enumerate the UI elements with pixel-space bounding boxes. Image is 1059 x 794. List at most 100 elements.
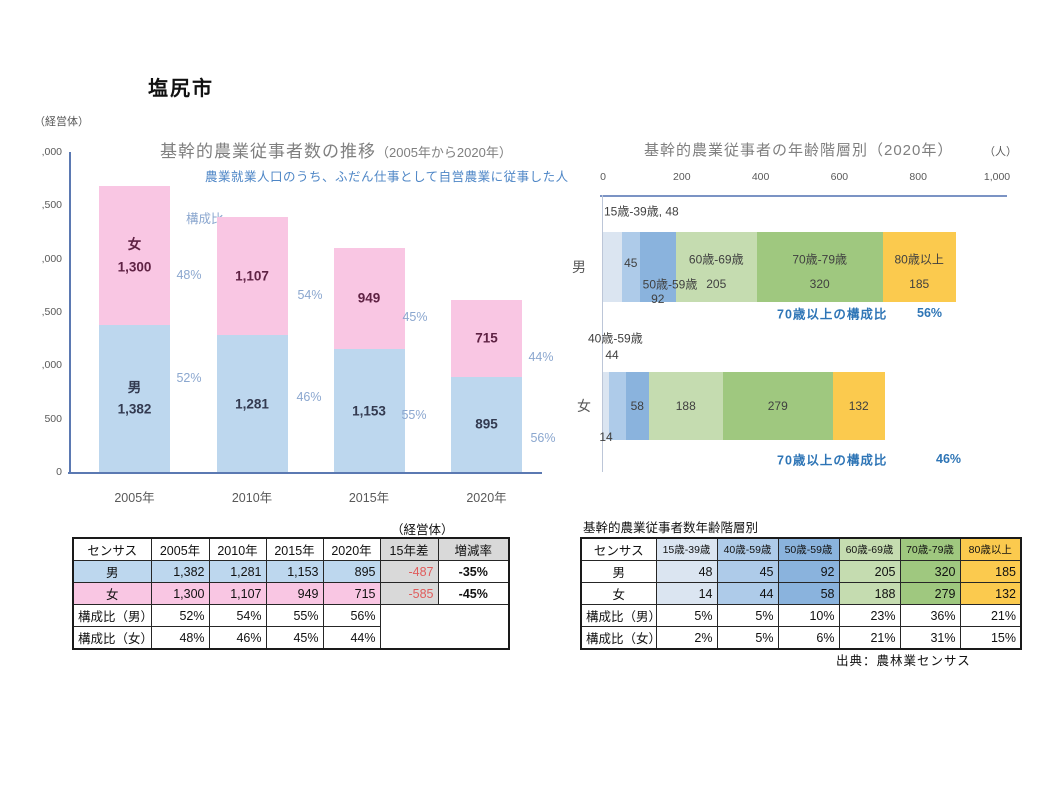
x-tick-label: 800 bbox=[909, 171, 927, 183]
right-table-cell: 15% bbox=[959, 626, 1022, 650]
right-table-cell: 5% bbox=[655, 604, 718, 627]
female-segment-80歳以上 bbox=[832, 372, 885, 440]
left-table-cell: 45% bbox=[265, 626, 324, 650]
left-table-cell: 55% bbox=[265, 604, 324, 627]
trend-data-table: センサス 2005年 2010年 2015年 2020年 15年差 増減率男 1,382 1,2… bbox=[72, 537, 510, 650]
right-table-cell: 6% bbox=[777, 626, 840, 650]
male-agegroup-80plus: 80歳以上 bbox=[894, 252, 944, 267]
right-table-cell: 279 bbox=[899, 582, 961, 605]
right-table-cell: 92 bbox=[777, 560, 840, 583]
bar-series-name-female: 女 bbox=[127, 237, 142, 253]
x-tick-label: 1,000 bbox=[983, 171, 1011, 183]
x-tick-label: 0 bbox=[600, 171, 606, 183]
left-table-header: センサス bbox=[72, 537, 152, 561]
trend-chart-title-main: 基幹的農業従事者数の推移 bbox=[160, 142, 376, 161]
y-axis-line bbox=[69, 152, 71, 472]
right-table-row-label: 女 bbox=[580, 582, 657, 605]
right-table-header: 80歳以上 bbox=[959, 537, 1022, 561]
male-segment-80歳以上 bbox=[882, 232, 956, 302]
composition-pct-label: 54% bbox=[297, 288, 323, 302]
right-table-header: 15歳-39歳 bbox=[655, 537, 718, 561]
age-chart-title: 基幹的農業従事者の年齢階層別（2020年） bbox=[644, 142, 954, 159]
male-segment-40歳-59歳 bbox=[621, 232, 640, 302]
female-value-80plus: 132 bbox=[848, 399, 869, 413]
left-table-rate-cell: -35% bbox=[437, 560, 510, 583]
right-table-row-label: 構成比（男） bbox=[580, 604, 657, 627]
male-segment-60歳-69歳 bbox=[675, 232, 757, 302]
bar-female-2005年 bbox=[99, 185, 170, 325]
right-table-cell: 5% bbox=[716, 626, 779, 650]
x-category-label: 2015年 bbox=[348, 491, 390, 505]
left-table-cell: 1,300 bbox=[150, 582, 210, 605]
left-table-header: 2010年 bbox=[208, 537, 267, 561]
bar-series-name-male: 男 bbox=[127, 380, 142, 396]
composition-ratio-label: 構成比 bbox=[186, 212, 224, 226]
x-tick-label: 200 bbox=[673, 171, 691, 183]
left-table-row-label: 女 bbox=[72, 582, 152, 605]
male-agegroup-60-69: 60歳-69歳 bbox=[688, 252, 744, 267]
left-table-header: 2015年 bbox=[265, 537, 324, 561]
male-over70-ratio-value: 56% bbox=[917, 306, 943, 320]
left-table-row-label: 構成比（女） bbox=[72, 626, 152, 650]
left-table-cell: 715 bbox=[322, 582, 381, 605]
zero-axis-line bbox=[602, 195, 603, 472]
left-table-empty-cell bbox=[380, 626, 438, 649]
left-table-row-label: 男 bbox=[72, 560, 152, 583]
left-table-cell: 949 bbox=[265, 582, 324, 605]
male-value-60-69: 205 bbox=[706, 277, 727, 291]
left-table-cell: 54% bbox=[208, 604, 267, 627]
right-table-cell: 21% bbox=[838, 626, 901, 650]
composition-pct-label: 55% bbox=[401, 408, 427, 422]
bar-value-female: 1,300 bbox=[117, 259, 152, 275]
top-axis-line bbox=[600, 195, 1007, 197]
source-note: 出典：農林業センサス bbox=[836, 654, 971, 668]
left-table-cell: 1,382 bbox=[150, 560, 210, 583]
male-value-50-59: 92 bbox=[651, 292, 665, 306]
female-segment-40歳-59歳 bbox=[608, 372, 626, 440]
x-category-label: 2020年 bbox=[466, 491, 507, 505]
right-table-row-label: 男 bbox=[580, 560, 657, 583]
right-table-cell: 36% bbox=[899, 604, 961, 627]
left-table-diff-cell: -487 bbox=[379, 560, 439, 583]
right-table-cell: 45 bbox=[716, 560, 779, 583]
male-agegroup-70-79: 70歳-79歳 bbox=[792, 252, 848, 267]
left-table-header: 増減率 bbox=[437, 537, 510, 561]
x-axis-line bbox=[68, 472, 542, 474]
composition-pct-label: 52% bbox=[176, 371, 202, 385]
left-table-cell: 46% bbox=[208, 626, 267, 650]
male-value-80plus: 185 bbox=[909, 277, 930, 291]
right-table-cell: 58 bbox=[777, 582, 840, 605]
right-table-cell: 48 bbox=[655, 560, 718, 583]
left-table-rate-cell: -45% bbox=[437, 582, 510, 605]
right-table-cell: 23% bbox=[838, 604, 901, 627]
right-table-row-label: 構成比（女） bbox=[580, 626, 657, 650]
right-table-cell: 21% bbox=[959, 604, 1022, 627]
y-tick-label: 500 bbox=[44, 412, 62, 425]
right-table-header: 70歳-79歳 bbox=[899, 537, 961, 561]
male-value-40-59: 45 bbox=[624, 256, 638, 270]
left-table-diff-cell: -585 bbox=[379, 582, 439, 605]
bar-value-female: 1,107 bbox=[235, 268, 269, 284]
left-table-cell: 1,281 bbox=[208, 560, 267, 583]
right-table-title: 基幹的農業従事者数年齢階層別 bbox=[583, 521, 759, 535]
trend-chart-subtitle: 農業就業人口のうち、ふだん仕事として自営農業に従事した人 bbox=[205, 170, 569, 184]
bar-value-male: 1,281 bbox=[235, 396, 269, 412]
left-table-header: 2005年 bbox=[150, 537, 210, 561]
y-tick-label: 0 bbox=[56, 466, 62, 478]
left-table-cell: 52% bbox=[150, 604, 210, 627]
x-category-label: 2005年 bbox=[114, 491, 155, 505]
male-agegroup-50-59: 50歳-59歳 bbox=[642, 277, 698, 292]
bar-female-2015年 bbox=[333, 247, 405, 349]
male-first-segment-label: 15歳-39歳, 48 bbox=[604, 204, 679, 219]
trend-chart-title-paren: （2005年から2020年） bbox=[376, 145, 512, 160]
male-segment-15歳-39歳 bbox=[603, 232, 622, 302]
left-table-cell: 1,107 bbox=[208, 582, 267, 605]
male-segment-70歳-79歳 bbox=[756, 232, 883, 302]
left-table-cell: 1,153 bbox=[265, 560, 324, 583]
right-axis-unit-label: （人） bbox=[984, 146, 1017, 158]
bar-female-2020年 bbox=[451, 300, 522, 377]
y-tick-label: ,500 bbox=[41, 306, 62, 318]
right-table-cell: 5% bbox=[716, 604, 779, 627]
